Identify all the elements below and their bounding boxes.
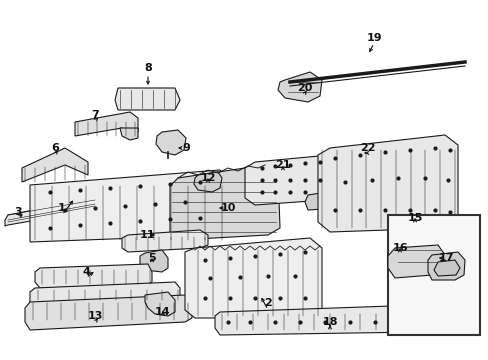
Text: 9: 9 [182,143,189,153]
Text: 18: 18 [322,317,337,327]
Text: 16: 16 [391,243,407,253]
Text: 17: 17 [437,253,453,263]
Text: 13: 13 [87,311,102,321]
Polygon shape [387,245,444,278]
Polygon shape [433,260,459,276]
Text: 20: 20 [297,83,312,93]
Text: 6: 6 [51,143,59,153]
Polygon shape [305,190,345,210]
Bar [387,215,479,335]
Polygon shape [184,238,321,318]
Text: 15: 15 [407,213,422,223]
Text: 8: 8 [144,63,152,73]
Polygon shape [75,112,138,136]
Text: 4: 4 [82,267,90,277]
Polygon shape [22,148,88,182]
Text: 22: 22 [360,143,375,153]
Polygon shape [5,198,105,226]
Text: 1: 1 [58,203,66,213]
Polygon shape [194,172,222,192]
Polygon shape [317,135,457,232]
Polygon shape [156,130,185,155]
Polygon shape [25,295,192,330]
Polygon shape [122,230,207,252]
Text: 12: 12 [200,173,215,183]
Text: 7: 7 [91,110,99,120]
Text: 2: 2 [264,298,271,308]
Polygon shape [278,72,321,102]
Polygon shape [215,305,424,335]
Polygon shape [35,264,152,288]
Polygon shape [244,155,339,205]
Text: 14: 14 [155,307,170,317]
Polygon shape [170,165,280,240]
Polygon shape [30,170,227,242]
Polygon shape [120,128,138,140]
Polygon shape [115,88,180,110]
Text: 21: 21 [275,160,290,170]
Polygon shape [145,292,175,316]
Text: 3: 3 [14,207,22,217]
Text: 11: 11 [139,230,154,240]
Text: 5: 5 [148,253,156,263]
Text: 10: 10 [220,203,235,213]
Polygon shape [30,282,180,308]
Polygon shape [427,252,464,280]
Polygon shape [140,250,168,272]
Text: 19: 19 [366,33,381,43]
